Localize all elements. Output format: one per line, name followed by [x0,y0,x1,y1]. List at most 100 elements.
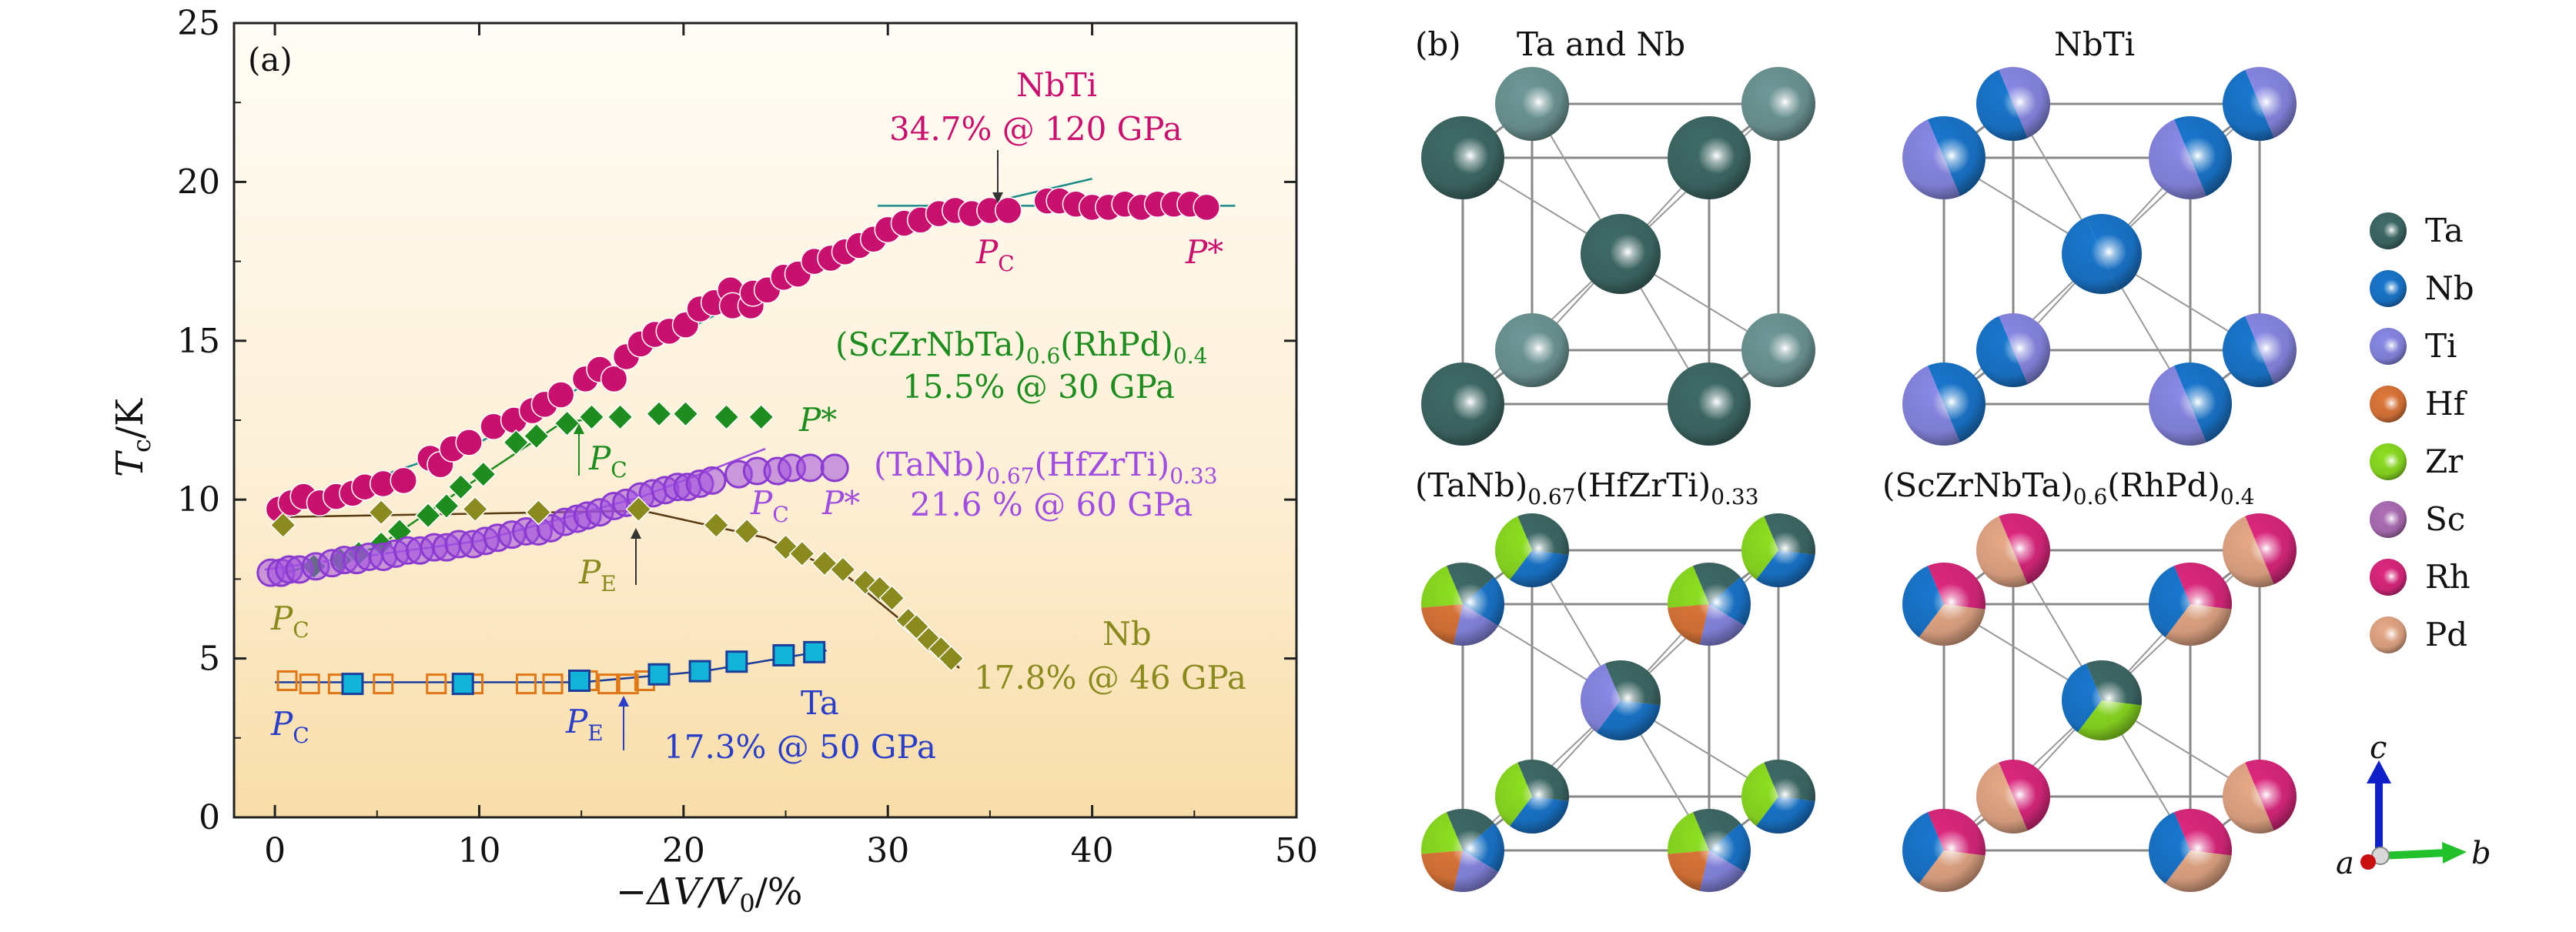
nb-fit-line [275,509,960,669]
atom-highlight [2383,626,2400,643]
back-corner-atom [1741,313,1815,387]
nbti-detail: 34.7% @ 120 GPa [889,110,1183,148]
legend-swatch-rh [2370,559,2407,596]
atom-highlight [1768,532,1802,566]
data-point [373,673,394,695]
back-corner-atom [1741,67,1815,141]
front-corner-atom [2149,116,2232,199]
atom-highlight [1522,532,1556,566]
atom-highlight [1768,85,1802,119]
c-axis-arrowhead [2367,760,2391,783]
hea1-pstar-label: P* [798,401,837,439]
atom-highlight [2250,332,2283,366]
nbti-name: NbTi [1016,66,1097,104]
data-point [703,512,730,539]
x-tick-label: 20 [662,831,705,870]
front-corner-atom [1668,116,1751,199]
front-corner-atom [2149,809,2232,893]
a-axis-label: a [2336,846,2354,881]
y-tick-label: 0 [199,798,220,837]
atom-highlight [2003,532,2037,566]
atom-highlight [1932,583,1971,621]
b-axis-arrowhead [2442,842,2467,864]
atom-highlight [1522,85,1556,119]
atom-highlight [2003,778,2037,812]
back-corner-atom [1495,313,1569,387]
atom-highlight [2090,234,2127,270]
atom-highlight [2003,332,2037,366]
back-corner-atom [1976,66,2050,142]
legend-swatch-ta [2370,212,2407,249]
nbti-pc-label: PC [975,233,1015,276]
data-point [734,518,761,545]
back-corner-atom [1495,513,1569,588]
data-point [995,196,1022,225]
y-axis-label: Tc/K [109,398,156,477]
data-point [647,663,671,686]
data-point [341,673,364,696]
center-atom [2062,660,2142,741]
atom-highlight [1698,583,1736,621]
hea1-name: (ScZrNbTa)0.6(RhPd)0.4 [835,326,1207,369]
data-point [455,429,483,456]
back-corner-atom [2222,66,2297,142]
hea2-pc0-label: PC [270,600,309,643]
panel-b-label: (b) [1415,25,1461,63]
legend-label-hf: Hf [2425,385,2468,423]
title-nbti: NbTi [2054,25,2135,63]
center-atom [2062,214,2142,294]
back-corner-atom [1741,760,1815,833]
data-point [851,569,879,596]
legend-swatch-hf [2370,386,2407,423]
ta-detail: 17.3% @ 50 GPa [664,728,936,766]
unit-cells [1421,66,2297,893]
data-point [276,670,298,691]
title-hea2: (TaNb)0.67(HfZrTi)0.33 [1415,466,1759,509]
nb-name: Nb [1102,615,1152,653]
data-point [698,466,727,495]
back-corner-atom [2223,759,2297,833]
data-point [688,660,711,683]
atom-highlight [1451,583,1490,621]
back-corner-atom [1976,312,2051,388]
legend-swatch-pd [2370,616,2407,653]
nbti-pc-arrowhead [992,192,1003,203]
front-corner-atom [1421,362,1504,446]
atom-highlight [2179,383,2217,421]
data-point [503,429,530,456]
atom-highlight [2250,532,2283,566]
cell-nbti [1902,66,2297,446]
atom-highlight [1932,830,1971,867]
front-corner-atom [1668,809,1751,893]
back-corner-atom [1741,513,1815,587]
atom-highlight [1609,680,1646,717]
legend-swatch-nb [2370,270,2407,307]
b-axis-arrow [2380,849,2449,860]
front-corner-atom [1902,562,1986,646]
hea2-pc-label: PC [750,484,789,527]
nb-pe-label: PE [578,553,617,596]
title-ta-nb: Ta and Nb [1517,25,1685,63]
atom-highlight [2383,395,2400,412]
hea2-name: (TaNb)0.67(HfZrTi)0.33 [874,446,1218,489]
data-point [1193,193,1220,222]
axis-ticks: 0 10 20 30 40 50 0 5 10 15 20 25 [177,4,1318,870]
legend-label-ti: Ti [2425,327,2457,365]
atom-highlight [1768,778,1802,812]
ta-pc-label: PC [270,705,309,748]
atom-highlight [1609,234,1646,270]
a-axis-dot [2360,854,2376,870]
y-tick-label: 25 [177,4,220,43]
axes-triad: c a b [2336,730,2491,881]
cell-hea1 [1902,513,2297,893]
data-point [600,365,628,393]
atom-highlight [2383,510,2400,527]
atom-highlight [2003,85,2037,119]
back-corner-atom [1976,759,2051,833]
front-corner-atom [2149,562,2233,646]
data-point [713,403,740,430]
atom-highlight [2179,583,2217,621]
center-atom [1581,660,1661,740]
